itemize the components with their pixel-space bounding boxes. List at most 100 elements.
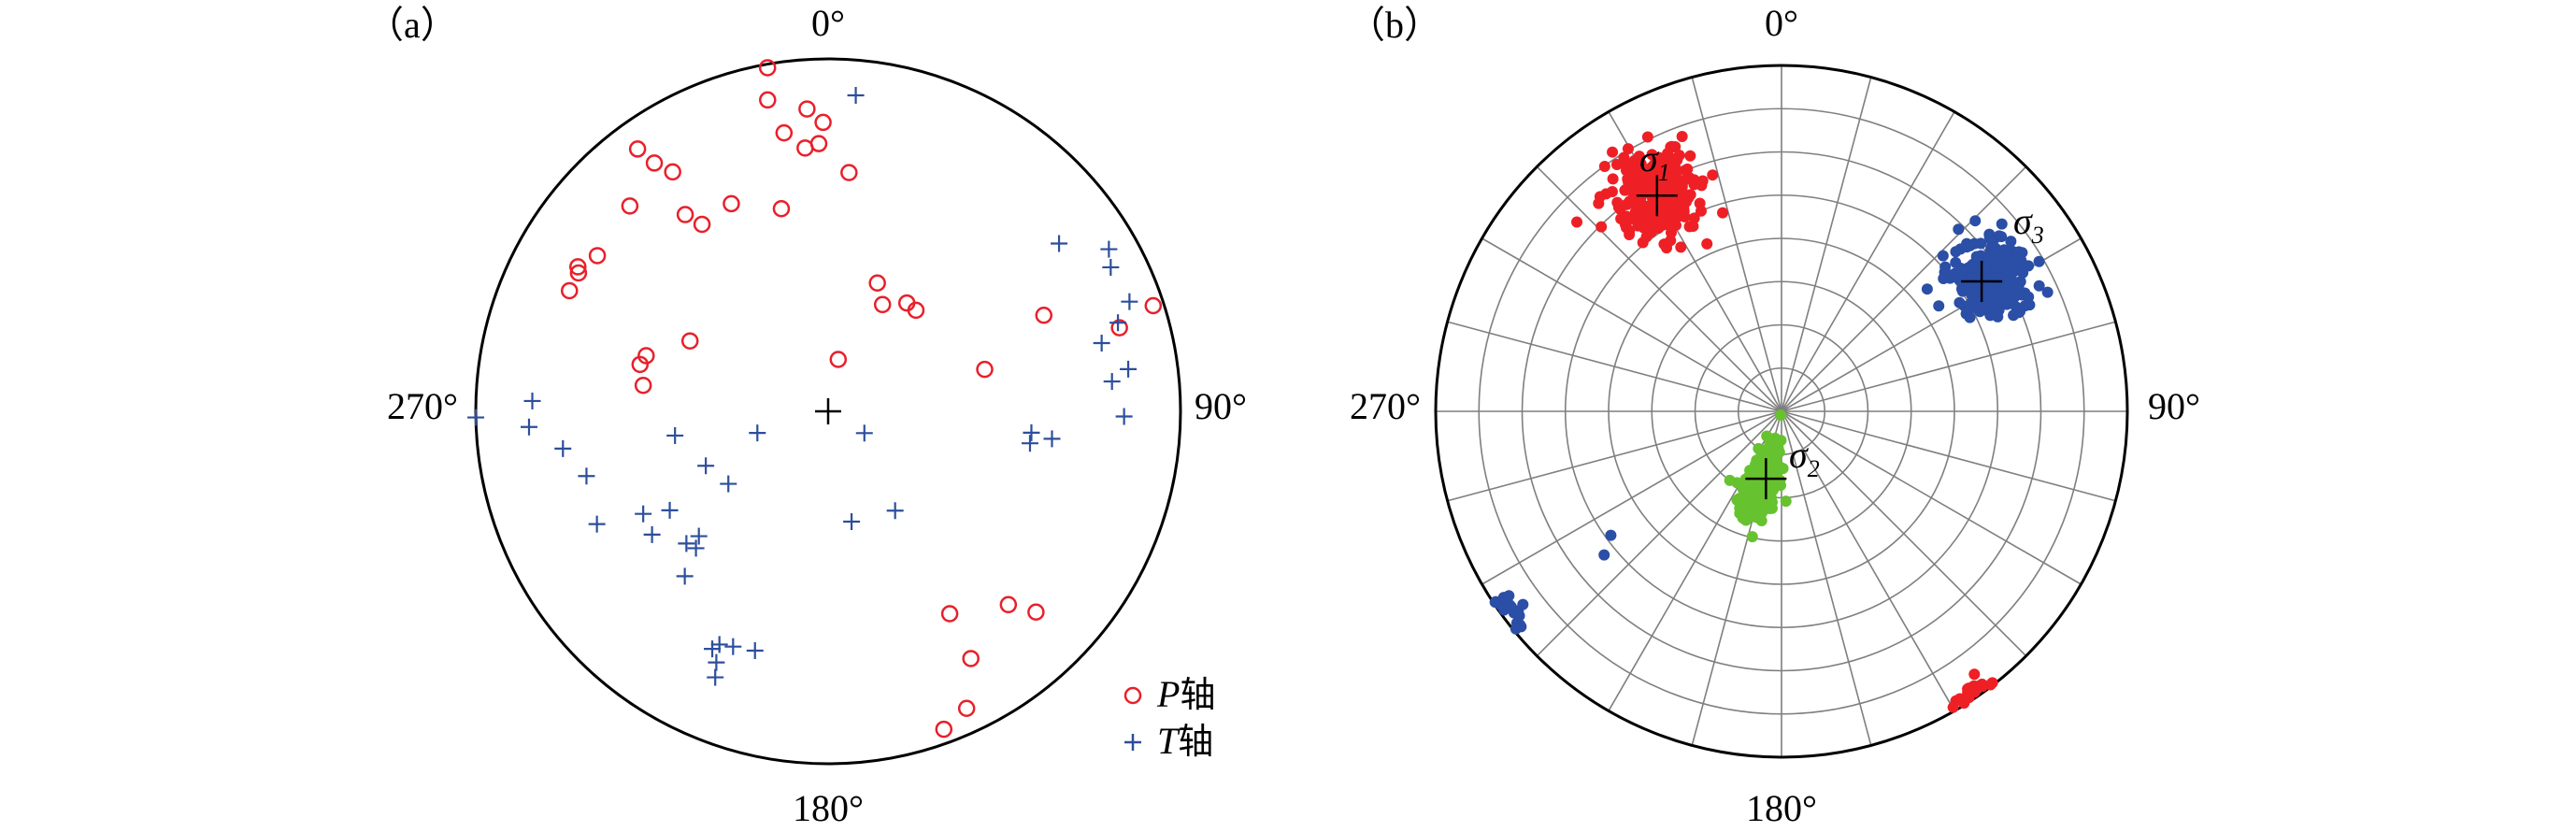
- p-axis-point: [873, 295, 892, 314]
- sigma3-point: [1994, 252, 2006, 265]
- grid-spoke: [1781, 111, 1955, 412]
- t-axis-point: [1121, 293, 1138, 310]
- t-axis-point: [690, 527, 708, 545]
- grid-spoke: [1691, 77, 1782, 412]
- grid-spoke: [1481, 410, 1782, 585]
- p-axis-point: [634, 376, 652, 394]
- p-axis-point: [621, 197, 639, 215]
- t-axis-point: [666, 426, 684, 444]
- sigma1-point: [1669, 219, 1682, 231]
- sigma2-point: [1755, 514, 1767, 526]
- sigma1-point: [1571, 216, 1583, 228]
- p-axis-point: [840, 164, 858, 181]
- panel-b-label: （b）: [1348, 4, 1441, 46]
- p-axis-point: [775, 123, 794, 142]
- p-axis-point: [759, 91, 777, 109]
- sigma1-point: [1596, 221, 1608, 233]
- p-axis-point: [628, 140, 647, 158]
- sigma3-point: [2024, 299, 2036, 311]
- sigma1-label: σ1: [1639, 137, 1670, 186]
- sigma1-point: [1659, 219, 1671, 231]
- sigma3-point: [1969, 283, 1982, 295]
- p-axis-point: [680, 332, 699, 350]
- p-axis-point: [868, 274, 886, 292]
- sigma1-point: [1986, 677, 1998, 689]
- t-axis-point: [661, 501, 679, 519]
- p-axis-point: [693, 215, 711, 234]
- sigma3-point: [1937, 250, 1949, 262]
- sigma3-point: [1489, 596, 1501, 609]
- panel-a-label: （a）: [366, 4, 458, 46]
- sigma1-point: [1688, 179, 1700, 191]
- sigma1-point: [1633, 196, 1645, 208]
- p-axis-points: [560, 59, 1163, 739]
- t-axis-point: [1043, 430, 1061, 448]
- t-axis-point: [704, 640, 722, 658]
- t-axis-point: [1103, 373, 1121, 391]
- p-axis-point: [569, 264, 588, 282]
- p-axis-point: [1027, 603, 1045, 621]
- t-axis-point: [678, 535, 695, 552]
- sigma1-point: [1656, 179, 1668, 192]
- t-axis-point: [1100, 240, 1118, 258]
- p-axis-point: [798, 100, 816, 118]
- sigma1-point: [1640, 167, 1653, 179]
- t-axis-point: [1021, 435, 1038, 452]
- p-axis-point: [637, 347, 655, 365]
- panel-a-east-label: 90°: [1195, 385, 1247, 427]
- t-axis-point: [707, 668, 724, 686]
- sigma3-point: [1982, 251, 1995, 263]
- sigma3-point: [1510, 623, 1522, 635]
- sigma1-point: [1968, 668, 1981, 681]
- sigma3-point: [2007, 266, 2019, 279]
- sigma1-point: [1673, 180, 1685, 193]
- sigma1-point: [1607, 146, 1619, 158]
- panel-a-north-label: 0°: [811, 2, 845, 44]
- panel-b-primitive-circle: [1434, 64, 2129, 759]
- grid-spoke: [1781, 77, 1872, 412]
- p-axis-point: [829, 351, 848, 368]
- sigma2-point: [1780, 495, 1792, 508]
- t-axis-point: [1102, 258, 1120, 276]
- t-axis-points: [467, 86, 1138, 686]
- grid-spoke: [1447, 410, 1782, 502]
- grid-spoke: [1781, 410, 1955, 711]
- t-axis-point: [687, 539, 705, 557]
- sigma3-point: [1954, 262, 1967, 274]
- p-axis-point: [935, 720, 953, 739]
- panel-a-centre-mark: [815, 398, 841, 424]
- sigma3-point: [2005, 236, 2017, 248]
- sigma2-point: [1749, 504, 1761, 516]
- sigma1-point: [1598, 160, 1610, 172]
- sigma3-point: [1504, 599, 1516, 611]
- best-fit-crosses: [1636, 175, 2003, 500]
- sigma1-point: [1637, 206, 1649, 218]
- legend-t-label: T轴: [1157, 720, 1213, 762]
- sigma2-point: [1724, 474, 1736, 486]
- sigma3-point: [1921, 283, 1933, 295]
- best-fit-cross: [1636, 175, 1678, 217]
- p-axis-point: [758, 59, 777, 77]
- t-axis-point: [1115, 408, 1133, 425]
- sigma3-point: [1517, 598, 1529, 610]
- sigma3-point: [2012, 283, 2025, 295]
- p-axis-point: [664, 163, 681, 181]
- t-axis-point: [588, 515, 606, 533]
- p-axis-point: [676, 206, 694, 223]
- sigma3-point: [1968, 262, 1980, 274]
- sigma1-point: [1967, 686, 1979, 698]
- panel-a-stereonet: （a） 0° 90° 180° 270° P轴 T轴: [366, 2, 1247, 829]
- panel-b-east-label: 90°: [2148, 385, 2200, 427]
- p-axis-point: [560, 281, 579, 300]
- legend-p-label: P轴: [1156, 673, 1215, 715]
- sigma3-point: [1598, 549, 1610, 561]
- sigma1-point: [1701, 237, 1713, 250]
- p-axis-point: [940, 605, 959, 623]
- sigma3-point: [1956, 285, 1968, 297]
- sigma3-point: [1996, 218, 2008, 230]
- sigma2-point: [1775, 409, 1787, 421]
- open-circle-icon: [1123, 686, 1142, 705]
- sigma3-point: [1964, 311, 1976, 323]
- sigma3-point: [1939, 261, 1952, 273]
- p-axis-point: [588, 247, 607, 265]
